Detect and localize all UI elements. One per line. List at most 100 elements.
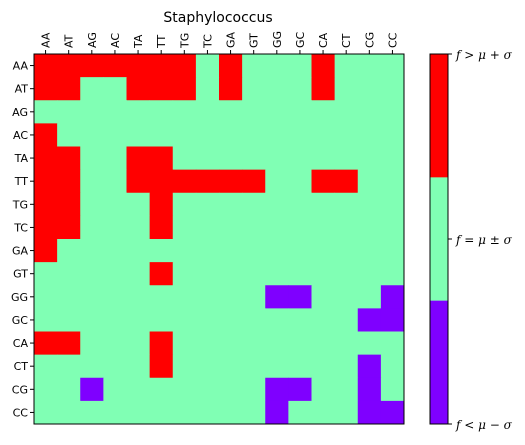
heatmap-cell: [149, 215, 174, 240]
y-tick-label: CG: [12, 383, 28, 396]
heatmap-cell: [219, 239, 243, 263]
y-tick-label: CA: [13, 337, 29, 350]
heatmap-cell: [195, 400, 220, 425]
heatmap-cell: [288, 262, 312, 286]
heatmap-cell: [219, 192, 243, 217]
heatmap-cell: [80, 239, 104, 263]
heatmap-cell: [265, 77, 289, 101]
heatmap-cell: [219, 331, 243, 356]
heatmap-cell: [149, 354, 174, 379]
y-tick-label: GG: [11, 291, 28, 304]
heatmap-cell: [219, 77, 243, 101]
heatmap-cell: [172, 169, 197, 194]
heatmap-cell: [103, 400, 127, 425]
heatmap-cell: [288, 146, 312, 171]
heatmap-cell: [172, 239, 197, 263]
heatmap-cell: [334, 192, 359, 217]
colorbar-label: f < μ − σ: [455, 418, 513, 432]
heatmap-cell: [380, 54, 405, 78]
y-tick-label: GA: [12, 245, 29, 258]
heatmap-cell: [288, 377, 312, 402]
heatmap-cell: [103, 308, 127, 332]
heatmap-cell: [288, 215, 312, 240]
heatmap-cell: [242, 285, 266, 309]
x-tick-label: GA: [225, 31, 238, 48]
heatmap-cell: [380, 146, 405, 171]
heatmap-cell: [380, 354, 405, 379]
heatmap-cell: [288, 331, 312, 356]
heatmap-cell: [288, 100, 312, 124]
chart-title: Staphylococcus: [163, 10, 272, 26]
x-axis-ticks: AA AT AG AC TA TT TG TC GA GT GG GC CA CT CG CC: [40, 31, 399, 54]
heatmap-cell: [126, 354, 151, 379]
heatmap-cell: [380, 377, 405, 402]
heatmap-cell: [288, 354, 312, 379]
heatmap-cell: [149, 54, 174, 78]
heatmap-cell: [103, 54, 127, 78]
heatmap-cell: [265, 100, 289, 124]
heatmap-cell: [103, 192, 127, 217]
heatmap-cell: [195, 262, 220, 286]
heatmap-cell: [265, 146, 289, 171]
x-tick-label: CT: [340, 33, 353, 48]
heatmap-cell: [242, 100, 266, 124]
heatmap-cell: [126, 239, 151, 263]
heatmap-cell: [57, 77, 81, 101]
heatmap-cell: [311, 54, 336, 78]
heatmap-cell: [172, 308, 197, 332]
heatmap-cell: [334, 100, 359, 124]
heatmap-cell: [103, 146, 127, 171]
heatmap-cell: [311, 285, 336, 309]
heatmap-cell: [195, 123, 220, 147]
heatmap-cell: [242, 77, 266, 101]
y-tick-label: TG: [12, 198, 28, 211]
heatmap-cell: [380, 169, 405, 194]
y-tick-label: TA: [14, 152, 29, 165]
heatmap-cell: [80, 215, 104, 240]
heatmap-cell: [357, 169, 382, 194]
heatmap-cell: [149, 285, 174, 309]
heatmap-cell: [219, 308, 243, 332]
y-tick-label: GT: [13, 268, 28, 281]
y-tick-label: AT: [15, 83, 29, 96]
y-tick-label: GC: [12, 314, 29, 327]
heatmap-cell: [195, 169, 220, 194]
heatmap-cell: [195, 146, 220, 171]
y-tick-label: AA: [13, 60, 29, 73]
heatmap-cell: [357, 215, 382, 240]
heatmap-cell: [149, 146, 174, 171]
x-tick-label: CG: [363, 32, 376, 48]
heatmap-cell: [57, 192, 81, 217]
heatmap-cell: [195, 100, 220, 124]
heatmap-cells: [34, 54, 405, 425]
heatmap-cell: [265, 308, 289, 332]
heatmap-cell: [34, 331, 58, 356]
heatmap-cell: [380, 331, 405, 356]
heatmap-cell: [288, 285, 312, 309]
heatmap-cell: [242, 331, 266, 356]
heatmap-cell: [334, 331, 359, 356]
heatmap-cell: [126, 146, 151, 171]
y-tick-label: CC: [13, 406, 29, 419]
heatmap-cell: [334, 169, 359, 194]
x-tick-label: GC: [294, 31, 307, 48]
heatmap-cell: [126, 400, 151, 425]
heatmap-cell: [311, 215, 336, 240]
heatmap-cell: [265, 377, 289, 402]
heatmap-cell: [126, 308, 151, 332]
heatmap-cell: [311, 169, 336, 194]
heatmap-cell: [126, 215, 151, 240]
x-tick-label: TA: [132, 34, 145, 49]
heatmap-cell: [311, 192, 336, 217]
heatmap-cell: [172, 123, 197, 147]
heatmap-cell: [334, 354, 359, 379]
heatmap-cell: [311, 308, 336, 332]
heatmap-cell: [334, 215, 359, 240]
heatmap-cell: [34, 377, 58, 402]
heatmap-cell: [149, 123, 174, 147]
heatmap-cell: [57, 354, 81, 379]
heatmap-cell: [103, 239, 127, 263]
heatmap-cell: [195, 354, 220, 379]
colorbar-label: f > μ + σ: [455, 48, 513, 62]
heatmap-cell: [288, 123, 312, 147]
